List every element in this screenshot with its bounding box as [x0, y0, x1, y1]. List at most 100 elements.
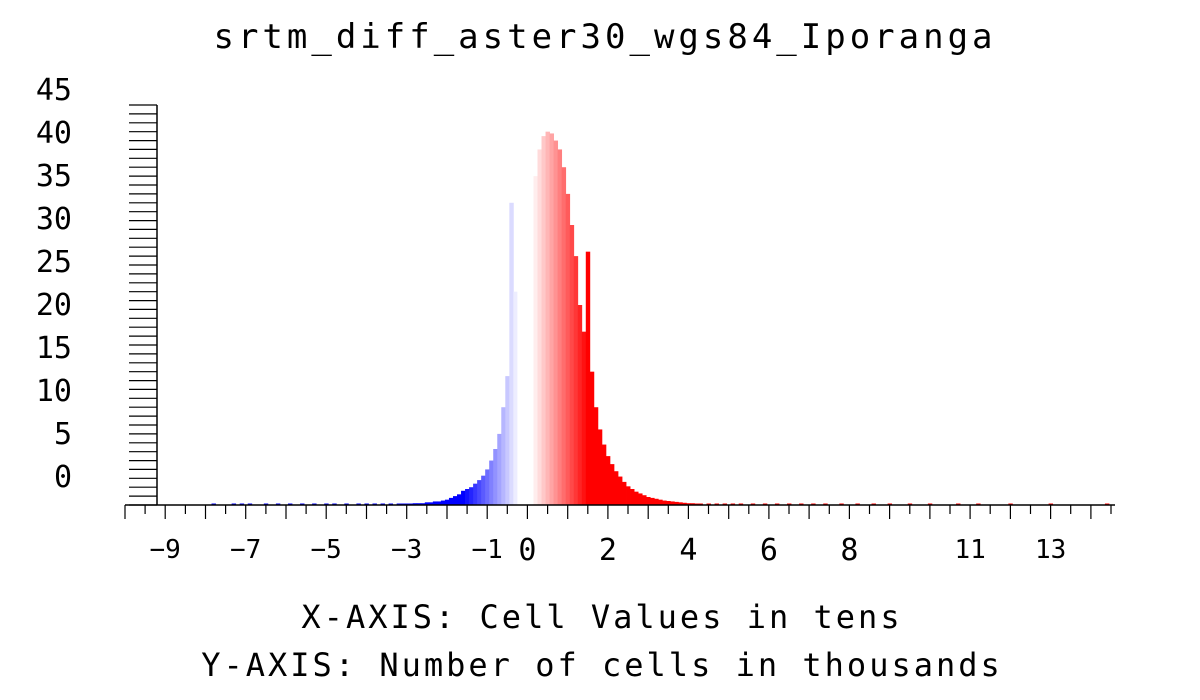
histogram-bar: [561, 167, 567, 505]
histogram-bar: [593, 407, 599, 505]
histogram-bar: [642, 495, 647, 505]
histogram-bar: [545, 131, 550, 506]
histogram-bar: [674, 501, 679, 505]
histogram-bar: [493, 449, 498, 505]
y-axis-label: Y-AXIS: Number of cells in thousands: [201, 646, 1003, 684]
histogram-bar: [662, 500, 667, 505]
histogram-bar: [609, 464, 615, 505]
histogram-bar: [509, 202, 514, 505]
chart-title: srtm_diff_aster30_wgs84_Iporanga: [213, 17, 996, 57]
chart-axes: [124, 104, 1115, 519]
histogram-bar: [597, 429, 603, 505]
y-axis-tick-label: 0: [54, 460, 72, 495]
histogram-bar: [440, 500, 446, 505]
y-axis-tick-label: 10: [36, 374, 72, 409]
histogram-bar: [565, 193, 571, 505]
histogram-bar: [569, 225, 575, 505]
x-axis-label: X-AXIS: Cell Values in tens: [301, 598, 902, 636]
x-axis-tick-label: −5: [311, 535, 342, 565]
histogram-bar: [646, 497, 651, 505]
y-axis-tick-label: 5: [54, 417, 72, 452]
histogram-bar: [457, 494, 462, 505]
y-axis-tick-label: 35: [36, 159, 72, 194]
histogram-bar: [485, 469, 490, 505]
histogram-bar: [613, 471, 619, 505]
histogram-bar: [581, 331, 587, 505]
histogram-bar: [428, 502, 434, 505]
histogram-bar: [452, 496, 458, 505]
y-axis-tick-label: 40: [36, 116, 72, 151]
histogram-bar: [424, 502, 430, 505]
histogram-bar: [497, 433, 502, 505]
histogram-bar: [686, 503, 691, 505]
histogram-bar: [589, 371, 595, 505]
histogram-bar: [626, 486, 631, 505]
histogram-bar: [585, 251, 591, 505]
y-axis-tick-label: 25: [36, 245, 72, 280]
histogram-bar: [577, 305, 583, 505]
histogram-bar: [630, 489, 635, 505]
x-axis-tick-label: −1: [472, 535, 503, 565]
y-axis-tick-labels: 45 40 35 30 25 20 15 10 5 0: [36, 73, 72, 495]
histogram-bar: [638, 493, 643, 505]
histogram-bar: [622, 481, 627, 505]
x-axis-tick-label: 13: [1035, 535, 1066, 565]
histogram-bar: [416, 503, 422, 505]
histogram-bar: [541, 136, 546, 506]
histogram-bar: [617, 476, 623, 505]
histogram-bar: [666, 501, 671, 505]
x-axis-tick-label: 11: [954, 535, 985, 565]
histogram-bars: [211, 131, 1110, 506]
histogram-bar: [477, 480, 482, 505]
histogram-bar: [432, 501, 438, 505]
histogram-bar: [444, 499, 450, 505]
histogram-bar: [469, 487, 474, 505]
histogram-bar: [420, 503, 426, 505]
histogram-bar: [670, 501, 675, 505]
histogram-bar: [525, 220, 530, 505]
histogram-bar: [605, 456, 611, 505]
x-axis-tick-label: 4: [679, 533, 697, 568]
y-axis-tick-label: 15: [36, 331, 72, 366]
histogram-bar: [481, 475, 486, 505]
x-axis-tick-label: 8: [840, 533, 858, 568]
histogram-bar: [501, 407, 506, 505]
histogram-bar: [505, 376, 510, 505]
histogram-bar: [690, 503, 695, 505]
histogram-bar: [573, 256, 579, 505]
histogram-bar: [553, 140, 559, 505]
histogram-bar: [634, 491, 639, 505]
histogram-bar: [682, 502, 687, 505]
y-axis-tick-label: 20: [36, 288, 72, 323]
histogram-bar: [436, 501, 442, 505]
histogram-bar: [513, 291, 518, 505]
histogram-bar: [529, 198, 534, 505]
histogram-bar: [521, 242, 526, 505]
x-axis-tick-label: 2: [599, 533, 617, 568]
histogram-bar: [557, 149, 563, 505]
histogram-bar: [650, 497, 655, 505]
y-axis-tick-label: 45: [36, 73, 72, 108]
histogram-bar: [533, 176, 538, 506]
x-axis-tick-label: −7: [230, 535, 261, 565]
histogram-bar: [537, 149, 542, 505]
histogram-bar: [549, 133, 554, 505]
y-axis-tick-label: 30: [36, 202, 72, 237]
histogram-bar: [601, 444, 607, 505]
histogram-bar: [473, 483, 478, 505]
x-axis-tick-labels: −9 −7 −5 −3 −1 0 2 4 6 8 11 13: [150, 533, 1067, 568]
x-axis-tick-label: −9: [150, 535, 181, 565]
x-axis-tick-label: −3: [391, 535, 422, 565]
x-axis-tick-label: 0: [518, 533, 536, 568]
histogram-bar: [517, 265, 522, 505]
histogram-bar: [461, 490, 466, 505]
histogram-bar: [658, 499, 663, 505]
x-axis-tick-label: 6: [760, 533, 778, 568]
histogram-bar: [654, 498, 659, 505]
histogram-bar: [412, 503, 418, 505]
histogram-bar: [465, 489, 470, 505]
histogram-bar: [448, 497, 454, 505]
histogram-bar: [678, 502, 683, 505]
histogram-bar: [489, 460, 494, 505]
